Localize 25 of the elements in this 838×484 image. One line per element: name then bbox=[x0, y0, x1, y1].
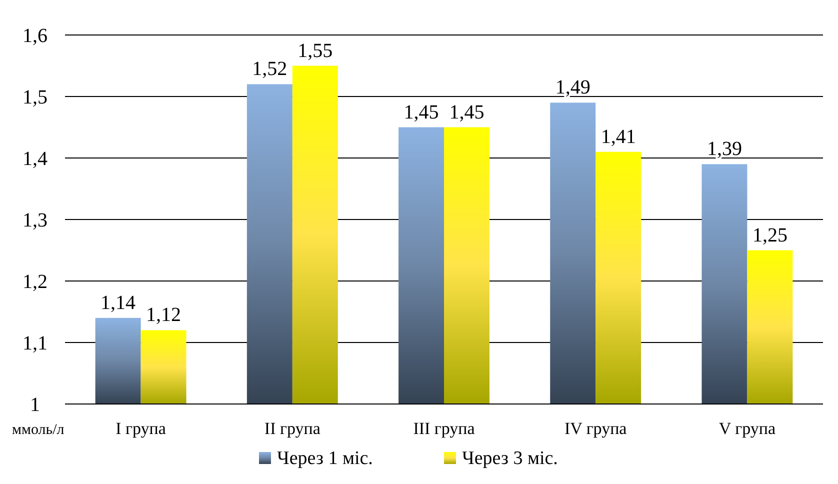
x-tick-label: III група bbox=[413, 419, 476, 438]
data-label: 1,45 bbox=[449, 101, 484, 124]
data-label: 1,41 bbox=[600, 126, 636, 148]
y-tick-label: 1,1 bbox=[22, 332, 48, 354]
data-label: 1,49 bbox=[555, 76, 590, 99]
legend-label: Через 3 міс. bbox=[462, 448, 558, 469]
x-tick-label: IV група bbox=[564, 419, 628, 438]
y-tick-label: 1 bbox=[30, 394, 40, 416]
x-tick-label: V група bbox=[718, 419, 776, 438]
data-label: 1,55 bbox=[298, 40, 333, 62]
data-label: 1,25 bbox=[752, 224, 788, 246]
data-label: 1,52 bbox=[252, 58, 288, 80]
y-tick-label: 1,6 bbox=[22, 25, 48, 47]
data-label: 1,14 bbox=[100, 292, 136, 314]
x-tick-label: II група bbox=[264, 419, 321, 438]
y-tick-label: 1,3 bbox=[22, 210, 48, 232]
y-tick-label: 1,2 bbox=[22, 271, 48, 293]
legend-label: Через 1 міс. bbox=[277, 448, 373, 469]
y-tick-label: 1,4 bbox=[22, 148, 48, 170]
x-tick-label: I група bbox=[116, 419, 166, 438]
data-label: 1,12 bbox=[146, 304, 182, 326]
data-label: 1,39 bbox=[706, 138, 742, 160]
y-axis-title: ммоль/л bbox=[12, 422, 65, 438]
y-tick-label: 1,5 bbox=[22, 86, 48, 108]
data-label: 1,45 bbox=[404, 101, 439, 124]
